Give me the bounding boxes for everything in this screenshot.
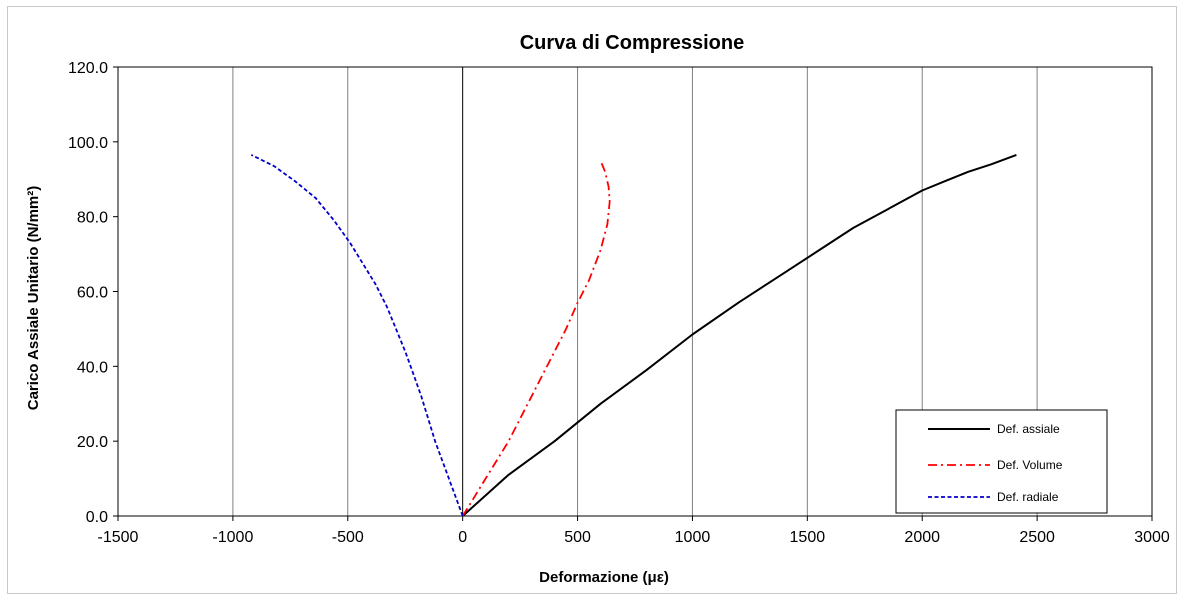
series-layer: [250, 153, 1017, 517]
y-tick-label: 20.0: [77, 434, 108, 451]
series-line-def-radiale: [250, 154, 464, 517]
x-axis-ticks: -1500 -1000 -500 0 500 1000 1500 2000 2500 3000: [98, 516, 1170, 546]
series-line-def-volume: [461, 160, 611, 517]
y-tick-label: 40.0: [77, 359, 108, 376]
x-tick-label: -500: [332, 529, 364, 546]
y-tick-label: 100.0: [68, 135, 108, 152]
legend: Def. assiale Def. Volume Def. radiale: [895, 409, 1108, 514]
x-tick-label: -1000: [212, 529, 253, 546]
legend-items: Def. assiale Def. Volume Def. radiale: [928, 422, 1063, 504]
x-tick-label: 2000: [904, 529, 940, 546]
legend-box: [895, 409, 1108, 514]
x-tick-label: 0: [458, 529, 467, 546]
y-tick-label: 60.0: [77, 285, 108, 302]
legend-label: Def. radiale: [997, 490, 1059, 504]
x-tick-label: 3000: [1134, 529, 1170, 546]
series-line-def-assiale: [462, 153, 1017, 517]
chart-title: Curva di Compressione: [520, 32, 745, 54]
x-tick-label: 2500: [1019, 529, 1055, 546]
x-tick-label: 1500: [790, 529, 826, 546]
y-axis-ticks: 0.0 20.0 40.0 60.0 80.0 100.0 120.0: [68, 60, 118, 526]
legend-label: Def. Volume: [997, 458, 1063, 472]
x-tick-label: -1500: [98, 529, 139, 546]
x-tick-label: 500: [564, 529, 591, 546]
x-tick-label: 1000: [675, 529, 711, 546]
y-axis-label: Carico Assiale Unitario (N/mm²): [25, 186, 42, 411]
y-tick-label: 0.0: [86, 509, 108, 526]
x-axis-label: Deformazione (με): [539, 569, 669, 586]
y-tick-label: 80.0: [77, 210, 108, 227]
legend-label: Def. assiale: [997, 422, 1060, 436]
y-tick-label: 120.0: [68, 60, 108, 77]
